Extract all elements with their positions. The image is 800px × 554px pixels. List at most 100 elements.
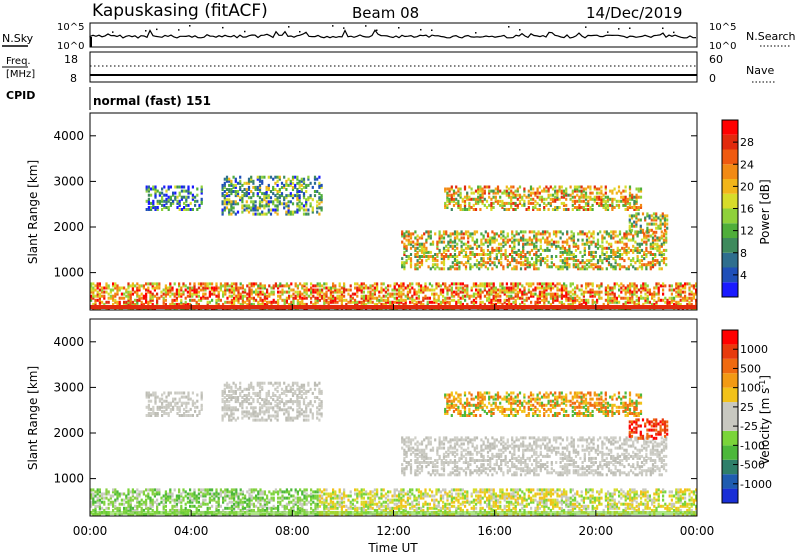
power-cell: [261, 298, 264, 302]
power-cell: [647, 234, 650, 238]
power-cell: [290, 300, 293, 304]
power-cell: [536, 187, 539, 191]
power-cell: [467, 259, 470, 263]
velocity-cell: [234, 418, 237, 422]
velocity-cell: [158, 407, 161, 411]
power-cell: [560, 201, 563, 205]
velocity-cell: [296, 414, 299, 418]
power-cell: [530, 294, 533, 298]
power-cell: [500, 236, 503, 240]
velocity-cell: [414, 452, 417, 456]
power-cell: [191, 208, 194, 211]
power-cell: [529, 191, 533, 195]
power-cell: [479, 193, 482, 197]
power-cell: [459, 193, 462, 197]
power-cell: [300, 179, 303, 183]
power-cell: [356, 282, 359, 286]
power-cell: [457, 288, 460, 292]
power-cell: [416, 246, 419, 250]
power-cell: [641, 212, 645, 216]
velocity-cell: [300, 408, 303, 412]
power-cell: [507, 191, 511, 195]
power-cell: [533, 234, 536, 238]
power-cell: [448, 302, 451, 306]
velocity-cell: [302, 414, 306, 418]
power-cell: [154, 189, 157, 193]
velocity-cell: [267, 391, 270, 395]
power-cell: [613, 284, 616, 288]
velocity-cell: [234, 398, 237, 402]
power-cell: [534, 191, 537, 195]
power-cell: [660, 255, 663, 258]
colorbar-segment: [722, 149, 738, 165]
power-cell: [288, 294, 291, 298]
power-cell: [416, 250, 419, 254]
power-cell: [434, 267, 437, 271]
power-cell: [572, 232, 575, 236]
power-cell: [356, 290, 359, 294]
velocity-cell: [225, 406, 229, 410]
velocity-cell: [225, 408, 229, 412]
power-cell: [581, 242, 584, 246]
power-cell: [530, 284, 533, 288]
power-cell: [423, 248, 426, 252]
power-cell: [283, 290, 286, 294]
power-cell: [228, 177, 231, 181]
velocity-cell: [198, 409, 201, 413]
power-cell: [625, 248, 628, 252]
power-cell: [544, 257, 547, 261]
power-cell: [131, 286, 134, 290]
velocity-cell: [307, 418, 310, 422]
power-cell: [285, 300, 288, 304]
power-cell: [584, 193, 588, 197]
power-cell: [475, 259, 479, 263]
power-cell: [165, 201, 168, 205]
power-cell: [503, 288, 506, 292]
power-cell: [576, 189, 579, 193]
power-cell: [371, 292, 374, 296]
power-cell: [600, 201, 603, 205]
power-cell: [510, 282, 513, 286]
power-cell: [265, 188, 268, 191]
power-cell: [413, 302, 416, 306]
velocity-cell: [438, 444, 441, 448]
power-cell: [403, 263, 406, 267]
velocity-cell: [158, 399, 161, 403]
power-cell: [285, 183, 288, 187]
power-cell: [340, 298, 343, 302]
velocity-cell: [307, 383, 310, 387]
power-cell: [500, 232, 503, 236]
velocity-cell: [276, 389, 279, 393]
power-cell: [646, 284, 649, 288]
power-cell: [518, 193, 522, 197]
power-cell: [228, 212, 231, 216]
cpid-text: normal (fast) 151: [93, 94, 211, 108]
power-cell: [651, 246, 655, 250]
power-cell: [259, 298, 262, 302]
velocity-cell: [407, 444, 410, 448]
power-cell: [140, 292, 143, 296]
velocity-cell: [401, 469, 404, 473]
power-cell: [431, 255, 435, 258]
power-cell: [142, 286, 145, 290]
power-cell: [332, 284, 335, 288]
power-cell: [450, 294, 453, 298]
power-cell: [556, 189, 559, 193]
power-cell: [562, 191, 566, 195]
power-cell: [463, 195, 467, 199]
velocity-cell: [272, 398, 275, 402]
power-cell: [471, 253, 474, 256]
power-cell: [587, 199, 590, 203]
power-cell: [369, 292, 372, 296]
power-cell: [173, 294, 176, 298]
power-cell: [298, 204, 301, 208]
power-cell: [296, 181, 299, 185]
power-cell: [566, 263, 569, 267]
power-cell: [267, 210, 270, 214]
velocity-cell: [436, 459, 439, 462]
power-cell: [491, 248, 494, 252]
velocity-cell: [178, 405, 181, 409]
power-cell: [296, 190, 299, 193]
velocity-cell: [250, 381, 253, 385]
velocity-cell: [287, 414, 290, 418]
